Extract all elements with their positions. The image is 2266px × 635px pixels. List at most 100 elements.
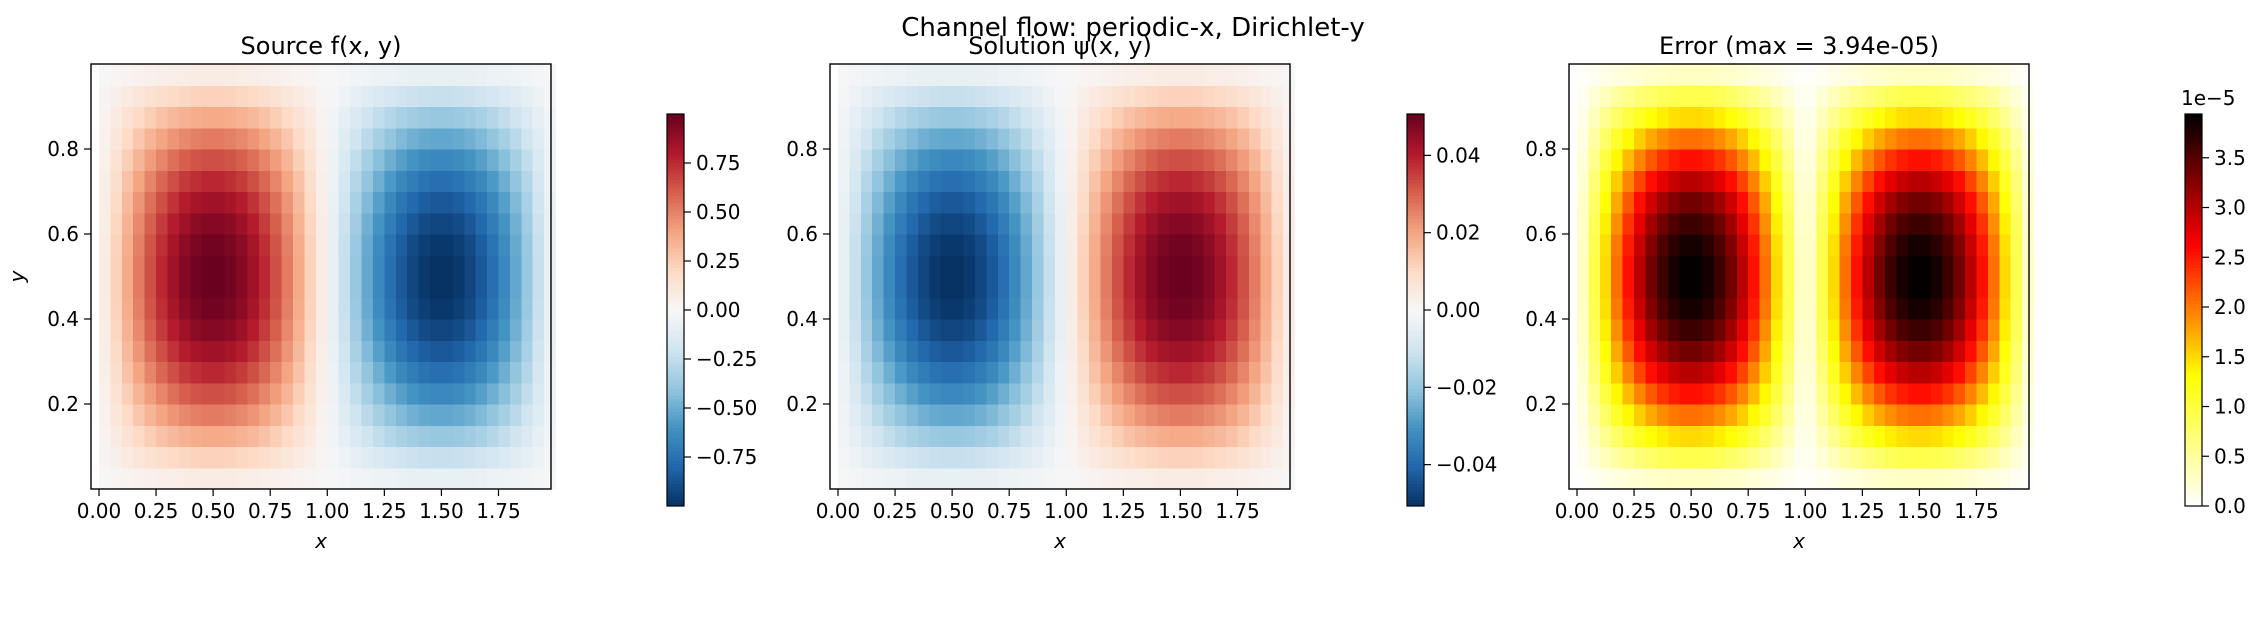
- heatmap-cell: [906, 106, 919, 129]
- x-tick-label: 0.50: [930, 499, 975, 523]
- heatmap-cell: [1611, 446, 1624, 469]
- heatmap-cell: [110, 85, 123, 108]
- heatmap-cell: [1976, 467, 1989, 490]
- heatmap-cell: [1077, 404, 1090, 426]
- heatmap-cell: [1009, 191, 1022, 214]
- heatmap-cell: [1919, 319, 1932, 341]
- colorbar-segment: [2185, 140, 2202, 144]
- heatmap-cell: [974, 467, 987, 490]
- heatmap-cell: [475, 191, 488, 214]
- heatmap-cell: [1576, 170, 1589, 193]
- heatmap-cell: [1942, 467, 1955, 490]
- heatmap-cell: [327, 85, 340, 108]
- heatmap-cell: [178, 404, 191, 426]
- heatmap-cell: [849, 361, 862, 384]
- heatmap-cell: [372, 191, 385, 214]
- heatmap-cell: [1226, 191, 1239, 214]
- heatmap-cell: [327, 382, 340, 405]
- heatmap-cell: [1793, 446, 1806, 469]
- colorbar-segment: [1407, 365, 1424, 370]
- heatmap-cell: [860, 467, 873, 490]
- heatmap-cell: [281, 467, 294, 490]
- heatmap-cell: [224, 319, 237, 341]
- heatmap-cell: [1622, 234, 1635, 256]
- heatmap-cell: [1896, 255, 1909, 278]
- heatmap-cell: [487, 319, 500, 341]
- heatmap-cell: [418, 234, 431, 256]
- heatmap-cell: [1736, 276, 1749, 299]
- heatmap-cell: [1839, 127, 1852, 150]
- heatmap-cell: [418, 127, 431, 150]
- heatmap-cell: [1771, 276, 1784, 299]
- heatmap-cell: [1805, 170, 1818, 193]
- heatmap-cell: [452, 212, 465, 235]
- heatmap-cell: [167, 446, 180, 469]
- heatmap-cell: [407, 382, 420, 405]
- heatmap-cell: [872, 191, 885, 214]
- heatmap-cell: [963, 191, 976, 214]
- heatmap-cell: [1032, 382, 1045, 405]
- colorbar-tick-label: 0.50: [696, 200, 741, 224]
- colorbar-segment: [667, 434, 684, 438]
- heatmap-cell: [1248, 255, 1261, 278]
- heatmap-cell: [475, 212, 488, 235]
- colorbar-segment: [667, 355, 684, 360]
- heatmap-cell: [338, 212, 351, 235]
- heatmap-cell: [1180, 149, 1193, 171]
- heatmap-cell: [1805, 404, 1818, 426]
- heatmap-cell: [1942, 106, 1955, 129]
- heatmap-cell: [1203, 212, 1216, 235]
- heatmap-cell: [532, 255, 545, 278]
- heatmap-cell: [361, 64, 374, 86]
- heatmap-cell: [1908, 170, 1921, 193]
- colorbar-segment: [2185, 221, 2202, 226]
- heatmap-cell: [441, 106, 454, 129]
- heatmap-cell: [441, 382, 454, 405]
- heatmap-cell: [872, 170, 885, 193]
- heatmap-cell: [1908, 212, 1921, 235]
- colorbar-segment: [1407, 218, 1424, 223]
- heatmap-cell: [1942, 191, 1955, 214]
- colorbar-segment: [1407, 375, 1424, 380]
- heatmap-cell: [1123, 85, 1136, 108]
- heatmap-cell: [1054, 85, 1067, 108]
- heatmap-cell: [1816, 297, 1829, 320]
- heatmap-cell: [544, 446, 557, 469]
- heatmap-cell: [1180, 64, 1193, 86]
- heatmap-cell: [1965, 149, 1978, 171]
- heatmap-cell: [1919, 127, 1932, 150]
- heatmap-cell: [1953, 64, 1966, 86]
- heatmap-cell: [1634, 127, 1647, 150]
- heatmap-cell: [1100, 446, 1113, 469]
- heatmap-cell: [1260, 106, 1273, 129]
- heatmap-cell: [860, 340, 873, 363]
- heatmap-cell: [1599, 127, 1612, 150]
- heatmap-cell: [1976, 276, 1989, 299]
- heatmap-cell: [1077, 127, 1090, 150]
- heatmap-cell: [1987, 425, 2000, 448]
- heatmap-cell: [1645, 404, 1658, 426]
- heatmap-cell: [1599, 85, 1612, 108]
- heatmap-cell: [1588, 85, 1601, 108]
- heatmap-cell: [224, 149, 237, 171]
- heatmap-cell: [997, 404, 1010, 426]
- heatmap-cell: [986, 446, 999, 469]
- colorbar-segment: [1407, 401, 1424, 406]
- heatmap-cell: [974, 446, 987, 469]
- heatmap-cell: [1976, 319, 1989, 341]
- colorbar-segment: [1407, 117, 1424, 122]
- heatmap-cell: [178, 127, 191, 150]
- heatmap-cell: [121, 425, 134, 448]
- heatmap-cell: [1725, 361, 1738, 384]
- heatmap-cell: [338, 382, 351, 405]
- heatmap-cell: [1260, 234, 1273, 256]
- heatmap-cell: [1850, 425, 1863, 448]
- heatmap-cell: [1999, 212, 2012, 235]
- heatmap-cell: [452, 340, 465, 363]
- heatmap-cell: [1782, 425, 1795, 448]
- heatmap-cell: [1896, 149, 1909, 171]
- colorbar-segment: [2185, 283, 2202, 288]
- heatmap-cell: [1736, 149, 1749, 171]
- heatmap-cell: [110, 212, 123, 235]
- heatmap-cell: [929, 191, 942, 214]
